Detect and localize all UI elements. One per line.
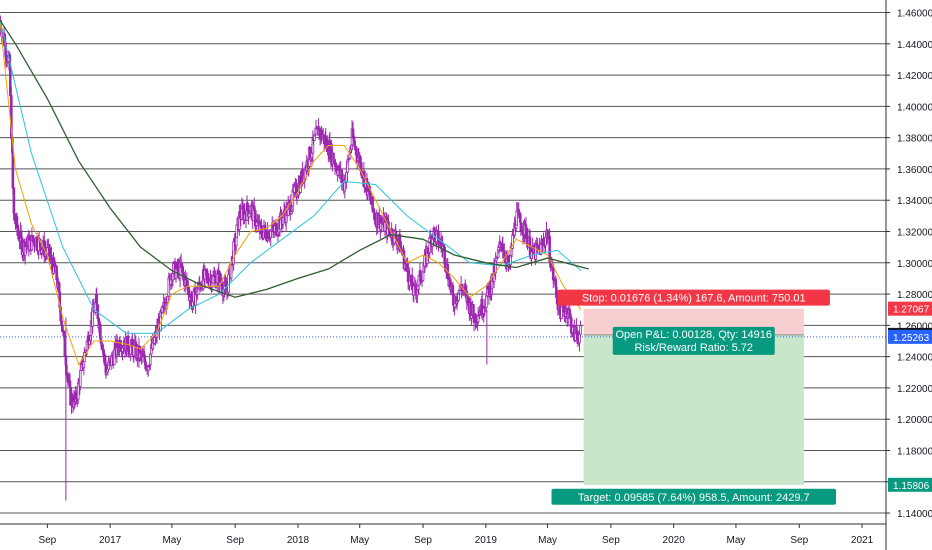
- candle-body: [371, 196, 374, 210]
- x-tick-label: 2020: [663, 535, 686, 546]
- candle-body: [476, 315, 480, 323]
- candle-body: [514, 224, 518, 229]
- x-tick-label: May: [350, 535, 369, 546]
- risk-reward-text: Risk/Reward Ratio: 5.72: [634, 342, 753, 354]
- candle-body: [579, 325, 582, 335]
- candle-body: [246, 202, 249, 212]
- candle-body: [95, 293, 99, 306]
- x-tick-label: Sep: [226, 535, 244, 546]
- x-tick-label: 2021: [851, 535, 874, 546]
- open-pnl-bg: [612, 326, 775, 355]
- y-tick-label: 1.24000: [897, 353, 932, 364]
- candle-body: [11, 152, 15, 189]
- slow-moving-average-line: [0, 19, 589, 298]
- x-axis: Sep 2017 May Sep 2018 May Sep 2019 May Sep 2020 May…: [38, 524, 874, 546]
- y-tick-label: 1.28000: [897, 290, 932, 301]
- y-tick-label: 1.22000: [897, 384, 932, 395]
- price-tag-bg: [888, 329, 932, 344]
- y-tick-label: 1.14000: [897, 509, 932, 520]
- y-tick-label: 1.36000: [897, 165, 932, 176]
- y-tick-label: 1.44000: [897, 40, 932, 51]
- fast-moving-average-line: [0, 20, 582, 366]
- candle: [579, 320, 582, 337]
- price-tag: 1.27067: [888, 301, 932, 316]
- x-tick-label: Sep: [790, 535, 808, 546]
- open-pnl-label: Open P&L: 0.00128, Qty: 14916Risk/Reward…: [612, 326, 775, 355]
- y-tick-label: 1.38000: [897, 134, 932, 145]
- x-tick-label: Sep: [414, 535, 432, 546]
- open-pnl-text: Open P&L: 0.00128, Qty: 14916: [615, 329, 772, 341]
- y-tick-label: 1.40000: [897, 102, 932, 113]
- candle-body: [247, 213, 251, 218]
- x-tick-label: May: [538, 535, 557, 546]
- candle-body: [60, 320, 64, 326]
- y-tick-label: 1.20000: [897, 415, 932, 426]
- y-tick-label: 1.26000: [897, 321, 932, 332]
- y-axis: 1.46000 1.44000 1.42000 1.40000 1.38000 1.360…: [886, 9, 932, 520]
- x-tick-label: 2018: [287, 535, 310, 546]
- price-tag-bg: [888, 477, 932, 492]
- stop-label-bg: [557, 289, 830, 306]
- x-tick-label: 2019: [475, 535, 498, 546]
- x-tick-label: 2017: [99, 535, 122, 546]
- x-tick-label: Sep: [38, 535, 56, 546]
- candle: [12, 186, 16, 216]
- price-tag-text: 1.25263: [893, 333, 930, 344]
- candle-body: [421, 271, 425, 281]
- price-tag: 1.25263: [888, 329, 932, 344]
- candle-body: [486, 285, 490, 290]
- y-tick-label: 1.32000: [897, 227, 932, 238]
- stop-label[interactable]: Stop: 0.01676 (1.34%) 167.6, Amount: 750…: [557, 289, 830, 306]
- take-profit-zone: [583, 334, 804, 485]
- x-tick-label: May: [162, 535, 181, 546]
- y-tick-label: 1.18000: [897, 446, 932, 457]
- price-tag-text: 1.27067: [893, 305, 930, 316]
- x-tick-label: May: [727, 535, 746, 546]
- y-tick-label: 1.42000: [897, 71, 932, 82]
- target-label[interactable]: Target: 0.09585 (7.64%) 958.5, Amount: 2…: [551, 488, 837, 505]
- candle-body: [82, 361, 86, 369]
- price-tag: 1.15806: [888, 477, 932, 492]
- target-label-text: Target: 0.09585 (7.64%) 958.5, Amount: 2…: [578, 492, 810, 504]
- y-tick-label: 1.30000: [897, 259, 932, 270]
- price-tag-bg: [888, 301, 932, 316]
- candle-body: [234, 237, 238, 247]
- y-tick-label: 1.34000: [897, 196, 932, 207]
- medium-moving-average-line: [0, 20, 582, 334]
- stop-label-text: Stop: 0.01676 (1.34%) 167.6, Amount: 750…: [582, 293, 806, 305]
- candle-body: [99, 324, 102, 339]
- candle-body: [406, 262, 409, 272]
- target-label-bg: [551, 488, 837, 505]
- y-tick-label: 1.46000: [897, 9, 932, 20]
- price-tag-text: 1.15806: [893, 481, 930, 492]
- candle-body: [12, 187, 16, 214]
- candle-body: [78, 370, 82, 387]
- x-tick-label: Sep: [602, 535, 620, 546]
